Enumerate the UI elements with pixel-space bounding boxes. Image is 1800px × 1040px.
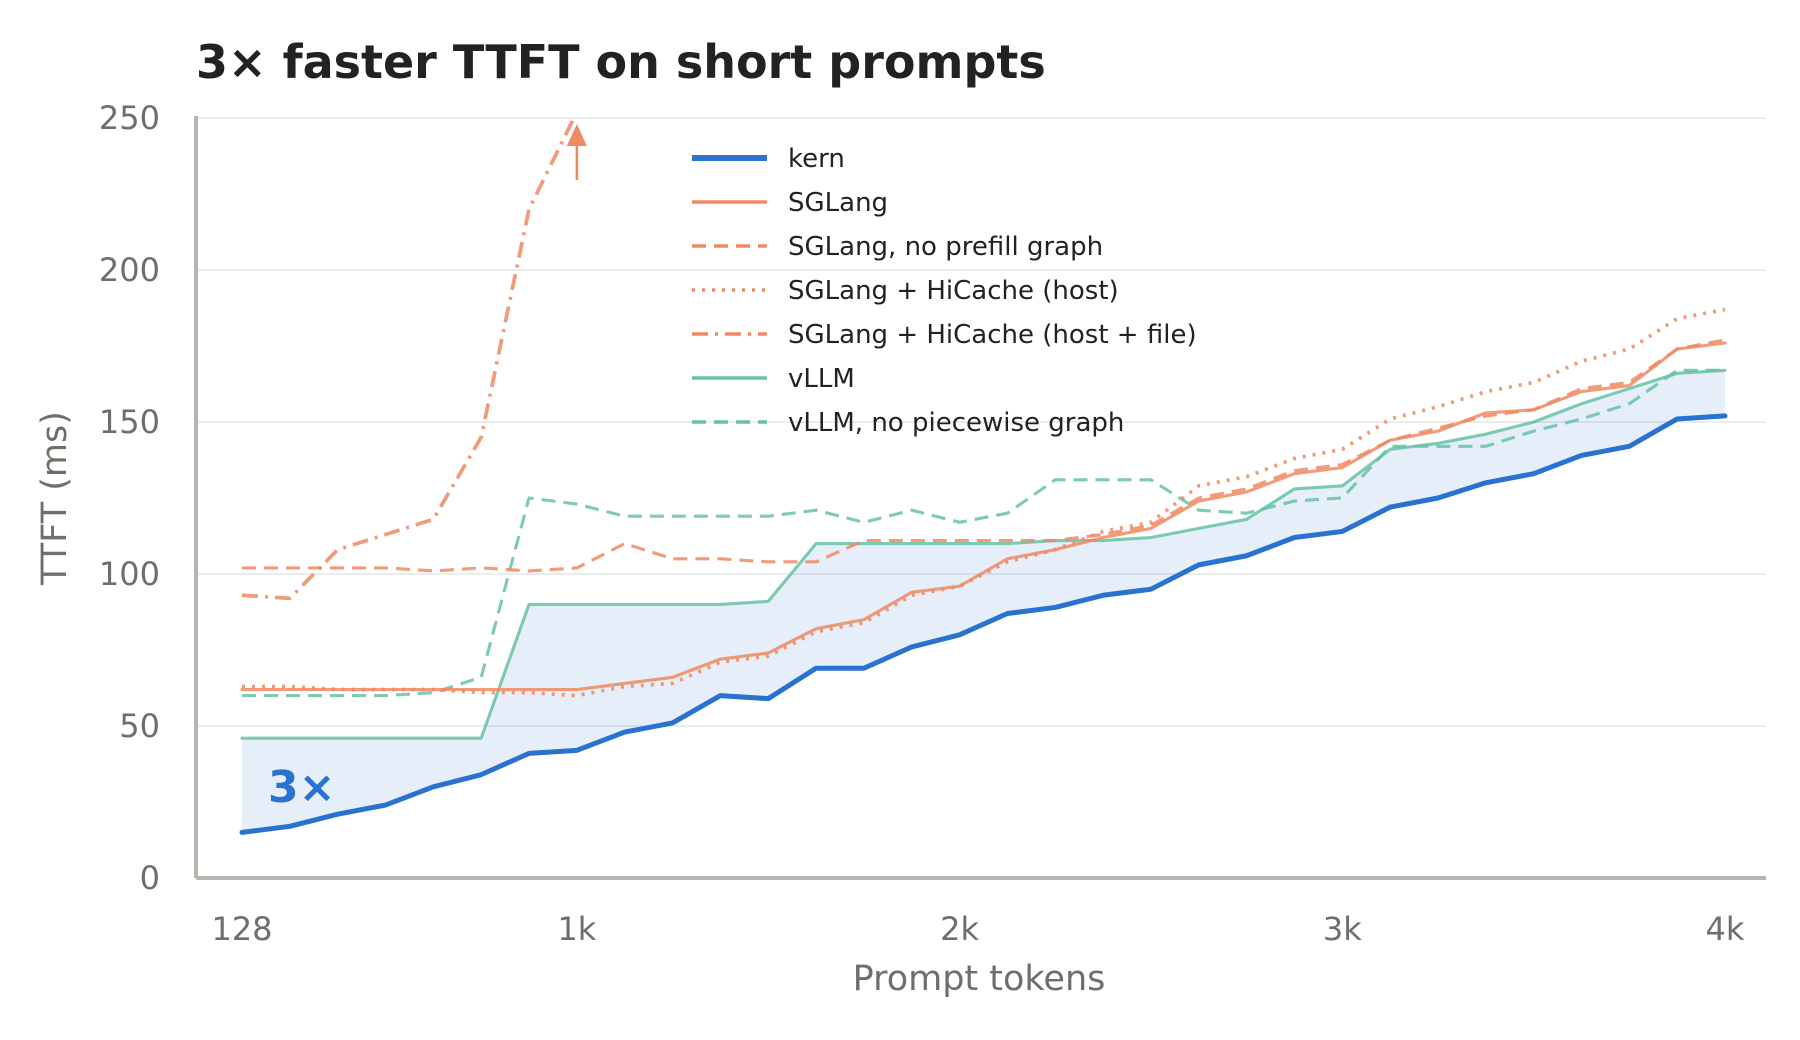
legend-label-kern: kern <box>788 144 845 174</box>
y-tick-label: 50 <box>119 707 160 745</box>
series-line-sglang-no-prefill-graph <box>242 338 1726 573</box>
speedup-annotation: 3× <box>268 762 335 813</box>
x-tick-label: 128 <box>211 910 272 948</box>
series-line-vllm <box>240 368 1727 740</box>
y-tick-labels: 0 50 100 150 200 250 <box>99 99 160 897</box>
legend-label-vllm-no-piecewise-graph: vLLM, no piecewise graph <box>788 408 1124 438</box>
series-line-sglang-hicache-host-file <box>241 118 576 601</box>
y-tick-label: 200 <box>99 251 160 289</box>
legend-label-sglang-hicache-host-file: SGLang + HiCache (host + file) <box>788 320 1197 350</box>
series-line-sglang-hicache-host <box>242 307 1726 698</box>
x-tick-label: 2k <box>940 910 979 948</box>
legend-label-sglang: SGLang <box>788 188 888 218</box>
y-tick-label: 100 <box>99 555 160 593</box>
x-tick-label: 3k <box>1323 910 1362 948</box>
y-axis-label: TTFT (ms) <box>35 411 75 586</box>
series-lines <box>239 118 1728 835</box>
offscale-arrow-head <box>566 124 587 146</box>
y-tick-label: 0 <box>140 859 160 897</box>
y-tick-label: 150 <box>99 403 160 441</box>
series-line-vllm-no-piecewise-graph <box>242 368 1725 698</box>
chart-title: 3× faster TTFT on short prompts <box>196 35 1046 89</box>
legend-label-sglang-no-prefill-graph: SGLang, no prefill graph <box>788 232 1103 262</box>
legend-label-vllm: vLLM <box>788 364 855 394</box>
series-line-sglang <box>240 341 1727 692</box>
x-tick-label: 1k <box>557 910 596 948</box>
annotations: 3× <box>268 762 335 813</box>
series-line-kern <box>239 413 1728 835</box>
y-tick-label: 250 <box>99 99 160 137</box>
legend: kern SGLang SGLang, no prefill graph SGLang… <box>692 144 1197 438</box>
grid-lines <box>196 117 1766 727</box>
legend-label-sglang-hicache-host: SGLang + HiCache (host) <box>788 276 1119 306</box>
x-axis-label: Prompt tokens <box>853 959 1106 999</box>
axes <box>194 116 1766 880</box>
x-tick-label: 4k <box>1706 910 1745 948</box>
x-tick-labels: 128 1k 2k 3k 4k <box>211 910 1744 948</box>
